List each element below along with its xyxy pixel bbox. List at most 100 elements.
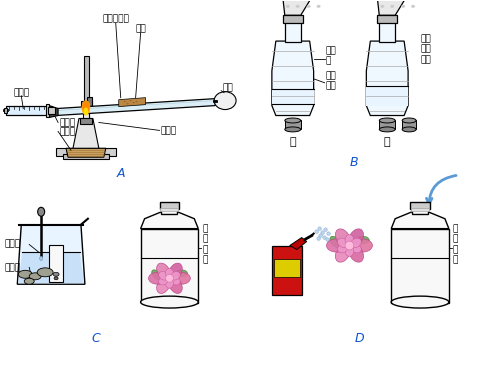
Bar xyxy=(159,202,179,209)
Ellipse shape xyxy=(54,277,58,280)
Text: C: C xyxy=(92,332,100,345)
Ellipse shape xyxy=(335,229,351,247)
Bar xyxy=(161,207,177,214)
Text: 稀盐酸: 稀盐酸 xyxy=(4,239,20,248)
Text: 二
氧
化
碳: 二 氧 化 碳 xyxy=(202,224,208,265)
Text: 气球: 气球 xyxy=(222,83,233,92)
Ellipse shape xyxy=(126,103,128,104)
Text: 铁架台: 铁架台 xyxy=(59,127,75,136)
Text: 酒精灯: 酒精灯 xyxy=(160,126,177,135)
Circle shape xyxy=(326,238,329,241)
Ellipse shape xyxy=(38,207,45,216)
Ellipse shape xyxy=(175,270,187,277)
Ellipse shape xyxy=(171,277,180,285)
Ellipse shape xyxy=(402,118,416,123)
Ellipse shape xyxy=(152,270,161,280)
Ellipse shape xyxy=(140,296,198,308)
Polygon shape xyxy=(119,98,145,107)
Ellipse shape xyxy=(296,5,300,8)
Text: D: D xyxy=(355,332,364,345)
Text: 铜粉: 铜粉 xyxy=(135,25,146,34)
Ellipse shape xyxy=(411,5,415,8)
Text: B: B xyxy=(350,155,359,169)
Circle shape xyxy=(319,234,322,237)
Polygon shape xyxy=(17,225,85,284)
Circle shape xyxy=(318,227,321,230)
Ellipse shape xyxy=(345,246,354,257)
Ellipse shape xyxy=(286,5,290,8)
Bar xyxy=(87,97,92,111)
Ellipse shape xyxy=(18,270,32,278)
Bar xyxy=(6,105,52,115)
Bar xyxy=(274,260,300,277)
Polygon shape xyxy=(66,148,106,157)
Ellipse shape xyxy=(338,238,348,247)
Ellipse shape xyxy=(148,272,166,284)
Ellipse shape xyxy=(327,239,346,252)
Text: 石灰石: 石灰石 xyxy=(4,263,20,272)
Circle shape xyxy=(165,274,173,282)
Ellipse shape xyxy=(335,244,351,262)
Ellipse shape xyxy=(317,5,321,8)
Bar xyxy=(140,228,198,303)
Text: 甲: 甲 xyxy=(289,137,296,147)
Ellipse shape xyxy=(351,243,361,253)
Ellipse shape xyxy=(330,236,340,247)
Ellipse shape xyxy=(159,277,168,285)
Circle shape xyxy=(321,231,324,234)
Ellipse shape xyxy=(135,101,137,102)
Ellipse shape xyxy=(285,127,301,132)
Ellipse shape xyxy=(24,278,34,284)
Circle shape xyxy=(317,237,320,241)
Ellipse shape xyxy=(349,229,364,247)
Text: 橡胶塞: 橡胶塞 xyxy=(59,118,75,127)
Bar xyxy=(46,104,49,116)
Ellipse shape xyxy=(82,101,90,115)
Text: 氢氧
化钠
溶液: 氢氧 化钠 溶液 xyxy=(420,34,431,64)
Ellipse shape xyxy=(353,239,373,252)
Text: 注射器: 注射器 xyxy=(13,88,29,97)
Bar xyxy=(379,120,395,130)
Polygon shape xyxy=(49,105,58,118)
Bar xyxy=(56,148,116,156)
Ellipse shape xyxy=(129,100,131,101)
Bar xyxy=(160,208,178,211)
Polygon shape xyxy=(391,212,449,228)
Ellipse shape xyxy=(351,238,361,247)
Bar xyxy=(391,228,449,303)
Bar xyxy=(272,246,302,295)
Text: 二氧
化碳: 二氧 化碳 xyxy=(326,71,336,91)
Bar xyxy=(285,120,301,130)
Bar xyxy=(84,56,89,150)
Bar xyxy=(81,101,92,107)
Text: 二
氧
化
碳: 二 氧 化 碳 xyxy=(453,224,458,265)
Text: 蒸馏
水: 蒸馏 水 xyxy=(326,46,336,66)
Polygon shape xyxy=(367,41,408,115)
Ellipse shape xyxy=(84,108,89,115)
Ellipse shape xyxy=(401,5,405,8)
Ellipse shape xyxy=(402,127,416,132)
Bar xyxy=(367,86,408,105)
Ellipse shape xyxy=(172,272,190,284)
Bar xyxy=(63,154,109,159)
Bar xyxy=(49,245,63,282)
Ellipse shape xyxy=(169,263,182,280)
Ellipse shape xyxy=(165,278,173,288)
Bar xyxy=(411,208,429,211)
Bar xyxy=(272,89,314,104)
Bar xyxy=(4,108,7,112)
Polygon shape xyxy=(56,99,215,115)
Circle shape xyxy=(323,236,326,239)
Bar xyxy=(379,21,395,42)
Ellipse shape xyxy=(390,5,394,8)
Bar xyxy=(283,15,303,23)
Bar xyxy=(48,107,55,114)
Circle shape xyxy=(315,230,318,233)
Text: 硬质玻璃管: 硬质玻璃管 xyxy=(102,15,129,24)
Circle shape xyxy=(324,228,327,231)
Ellipse shape xyxy=(169,277,182,293)
Polygon shape xyxy=(140,212,198,228)
Ellipse shape xyxy=(356,236,369,244)
Circle shape xyxy=(327,232,330,235)
Ellipse shape xyxy=(29,273,41,280)
